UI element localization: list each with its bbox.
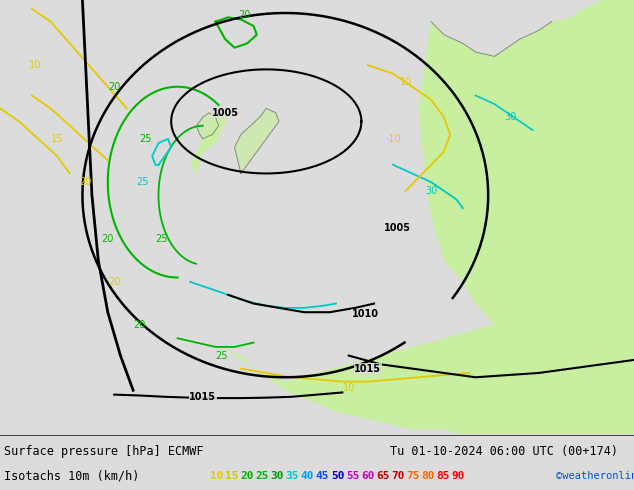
Polygon shape (418, 0, 634, 434)
Text: 25: 25 (256, 471, 269, 481)
Polygon shape (222, 295, 634, 434)
Text: 25: 25 (216, 350, 228, 361)
Text: 1005: 1005 (212, 108, 238, 118)
Text: 70: 70 (391, 471, 404, 481)
Text: 30: 30 (504, 112, 517, 122)
Text: 45: 45 (316, 471, 329, 481)
Text: Tu 01-10-2024 06:00 UTC (00+174): Tu 01-10-2024 06:00 UTC (00+174) (390, 445, 618, 458)
Text: 20: 20 (108, 82, 120, 92)
Text: 55: 55 (346, 471, 359, 481)
Text: 1015: 1015 (354, 364, 381, 373)
Text: 20: 20 (238, 9, 250, 20)
Text: 65: 65 (376, 471, 390, 481)
Text: 75: 75 (406, 471, 420, 481)
Text: 25: 25 (155, 234, 168, 244)
Text: 1010: 1010 (352, 309, 379, 319)
Text: 15: 15 (51, 134, 63, 144)
Polygon shape (197, 113, 219, 139)
Text: 10: 10 (399, 77, 412, 87)
Text: 80: 80 (422, 471, 435, 481)
Text: 50: 50 (331, 471, 344, 481)
Text: 20: 20 (108, 277, 120, 287)
Text: 35: 35 (285, 471, 299, 481)
Text: 85: 85 (436, 471, 450, 481)
Text: 30: 30 (425, 186, 437, 196)
Text: Surface pressure [hPa] ECMWF: Surface pressure [hPa] ECMWF (4, 445, 204, 458)
Text: 20: 20 (79, 177, 92, 187)
Polygon shape (235, 108, 279, 173)
Text: ©weatheronline.co.uk: ©weatheronline.co.uk (556, 471, 634, 481)
Text: 20: 20 (133, 320, 146, 330)
Text: 25: 25 (136, 177, 149, 187)
Text: 20: 20 (101, 234, 114, 244)
Text: 10: 10 (29, 60, 41, 70)
Text: 60: 60 (361, 471, 375, 481)
Text: 1015: 1015 (190, 392, 216, 402)
Text: 30: 30 (270, 471, 284, 481)
Text: 1005: 1005 (384, 222, 411, 233)
Text: 10: 10 (342, 383, 355, 393)
Text: 15: 15 (225, 471, 238, 481)
Text: Isotachs 10m (km/h): Isotachs 10m (km/h) (4, 469, 139, 483)
Text: 40: 40 (301, 471, 314, 481)
Text: 90: 90 (451, 471, 465, 481)
Text: 25: 25 (139, 134, 152, 144)
Polygon shape (190, 108, 228, 173)
Text: 20: 20 (240, 471, 254, 481)
Text: -10: -10 (385, 134, 401, 144)
Text: 10: 10 (210, 471, 224, 481)
